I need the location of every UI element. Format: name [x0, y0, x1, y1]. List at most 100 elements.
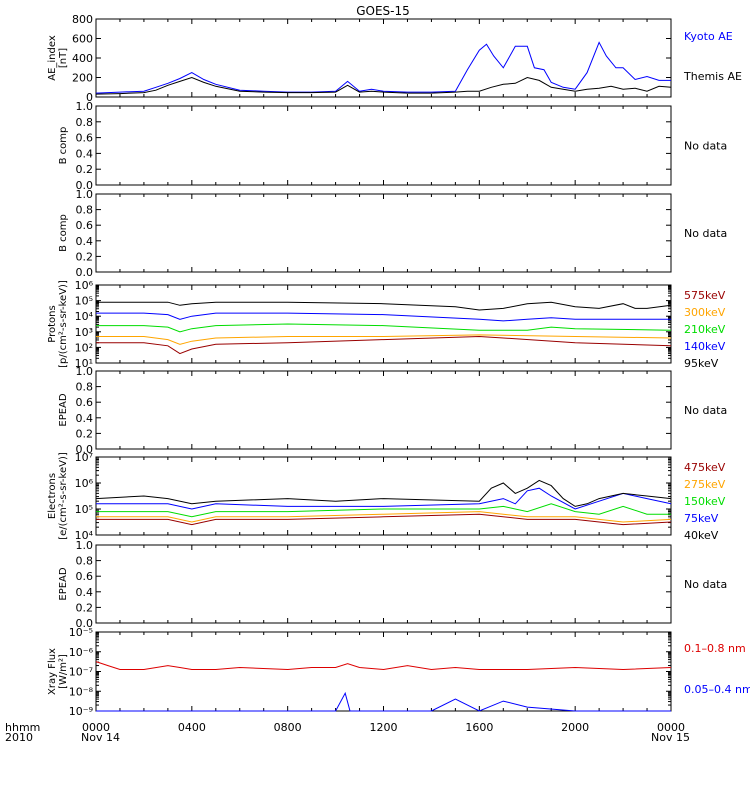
xray-y-axis-label: Xray Flux	[47, 648, 58, 695]
protons-annotation: 575keV	[684, 289, 726, 302]
epead2-y-tick-label: 0.6	[76, 570, 94, 583]
x-tick-label: 1200	[370, 721, 398, 734]
x-tick-label: 2000	[561, 721, 589, 734]
xray-y-tick-label: 10⁻⁵	[69, 626, 93, 639]
electrons-frame	[95, 456, 672, 536]
ae-y-tick-label: 600	[72, 33, 93, 46]
protons-series-line	[96, 312, 671, 322]
bcomp2-y-tick-label: 0.4	[76, 235, 94, 248]
epead2-y-axis-label: EPEAD	[58, 567, 69, 601]
electrons-annotation: 475keV	[684, 461, 726, 474]
protons-y-tick-label: 10⁵	[75, 295, 93, 308]
plot-title: GOES-15	[356, 4, 410, 18]
xray-y-tick-label: 10⁻⁹	[69, 705, 93, 718]
epead1-y-tick-label: 0.4	[76, 412, 94, 425]
x-tick-label: 0000	[82, 721, 110, 734]
protons-y-tick-label: 10³	[75, 326, 93, 339]
electrons-y-tick-label: 10⁴	[75, 529, 94, 542]
ae-series-line	[95, 41, 671, 94]
epead2-y-tick-label: 1.0	[76, 539, 94, 552]
epead2-y-tick-label: 0.2	[76, 601, 94, 614]
epead2-frame	[95, 544, 672, 624]
end-date-label: Nov 15	[651, 731, 690, 744]
x-tick-label: 0000	[657, 721, 685, 734]
epead1-y-tick-label: 0.8	[76, 381, 94, 394]
epead2-y-tick-label: 0.8	[76, 555, 94, 568]
protons-annotation: 95keV	[684, 357, 719, 370]
xray-y-tick-label: 10⁻⁸	[69, 685, 94, 698]
year-label: 2010	[5, 731, 33, 744]
electrons-series-line	[96, 513, 672, 526]
xray-annotation: 0.1–0.8 nm	[684, 642, 746, 655]
protons-series-line	[96, 334, 672, 345]
electrons-y-tick-label: 10⁶	[75, 477, 94, 490]
ae-y-tick-label: 800	[72, 13, 93, 26]
bcomp2-annotation: No data	[684, 227, 727, 240]
electrons-annotation: 275keV	[684, 478, 726, 491]
bcomp2-y-tick-label: 0.2	[76, 250, 94, 263]
ae-y-tick-label: 400	[72, 52, 93, 65]
electrons-y-axis-label: [e/(cm²-s-sr-keV)]	[58, 452, 69, 540]
bcomp1-y-tick-label: 0.8	[76, 116, 94, 129]
protons-series-line	[96, 335, 672, 355]
bcomp1-annotation: No data	[684, 140, 727, 153]
protons-series-line	[96, 301, 672, 311]
xray-y-tick-label: 10⁻⁶	[69, 646, 94, 659]
ae-y-tick-label: 200	[72, 72, 93, 85]
xray-y-tick-label: 10⁻⁷	[69, 666, 93, 679]
electrons-series-line	[96, 503, 671, 518]
epead2-y-tick-label: 0.0	[76, 617, 94, 630]
ae-y-axis-label: AE_index	[47, 35, 58, 81]
xray-series-line	[95, 661, 672, 671]
bcomp1-y-tick-label: 0.2	[76, 163, 94, 176]
electrons-annotation: 40keV	[684, 529, 719, 542]
epead1-y-tick-label: 0.0	[76, 443, 94, 456]
electrons-series-line	[96, 511, 672, 523]
epead1-y-tick-label: 0.6	[76, 396, 94, 409]
epead2-y-tick-label: 0.4	[76, 586, 94, 599]
ae-y-tick-label: 0	[86, 91, 93, 104]
protons-y-tick-label: 10⁴	[75, 310, 94, 323]
ae-frame	[95, 18, 672, 98]
bcomp2-y-axis-label: B comp	[58, 214, 69, 252]
bcomp1-y-tick-label: 0.0	[76, 179, 94, 192]
electrons-y-axis-label: Electrons	[47, 473, 58, 519]
protons-annotation: 300keV	[684, 306, 726, 319]
epead1-y-tick-label: 1.0	[76, 365, 94, 378]
start-date-label: Nov 14	[81, 731, 120, 744]
epead1-y-axis-label: EPEAD	[58, 393, 69, 427]
bcomp2-y-tick-label: 0.6	[76, 219, 94, 232]
ae-annotation: Themis AE	[683, 70, 742, 83]
protons-annotation: 210keV	[684, 323, 726, 336]
electrons-annotation: 75keV	[684, 512, 719, 525]
xray-y-axis-label: [W/m²]	[58, 654, 69, 689]
time-row-label: hhmm	[5, 721, 40, 734]
bcomp1-y-tick-label: 0.4	[76, 147, 94, 160]
bcomp2-y-tick-label: 0.8	[76, 204, 94, 217]
epead2-annotation: No data	[684, 578, 727, 591]
protons-frame	[95, 284, 672, 364]
epead1-frame	[95, 370, 672, 450]
electrons-series-line	[96, 487, 672, 510]
bcomp2-y-tick-label: 0.0	[76, 266, 94, 279]
epead1-y-tick-label: 0.2	[76, 427, 94, 440]
bcomp1-y-tick-label: 0.6	[76, 132, 94, 145]
protons-y-tick-label: 10⁶	[75, 279, 94, 292]
electrons-y-tick-label: 10⁵	[75, 503, 93, 516]
bcomp1-frame	[95, 105, 672, 186]
epead1-annotation: No data	[684, 404, 727, 417]
bcomp2-y-tick-label: 1.0	[76, 188, 94, 201]
protons-y-tick-label: 10¹	[75, 357, 93, 370]
bcomp1-y-axis-label: B comp	[58, 127, 69, 165]
bcomp2-frame	[95, 193, 672, 273]
ae-y-axis-label: [nT]	[58, 48, 69, 68]
protons-y-tick-label: 10²	[75, 341, 93, 354]
bcomp1-y-tick-label: 1.0	[76, 100, 94, 113]
xray-frame	[95, 631, 672, 712]
protons-series-line	[96, 323, 672, 333]
x-tick-label: 0800	[274, 721, 302, 734]
protons-y-axis-label: Protons	[47, 305, 58, 342]
xray-annotation: 0.05–0.4 nm	[684, 683, 750, 696]
